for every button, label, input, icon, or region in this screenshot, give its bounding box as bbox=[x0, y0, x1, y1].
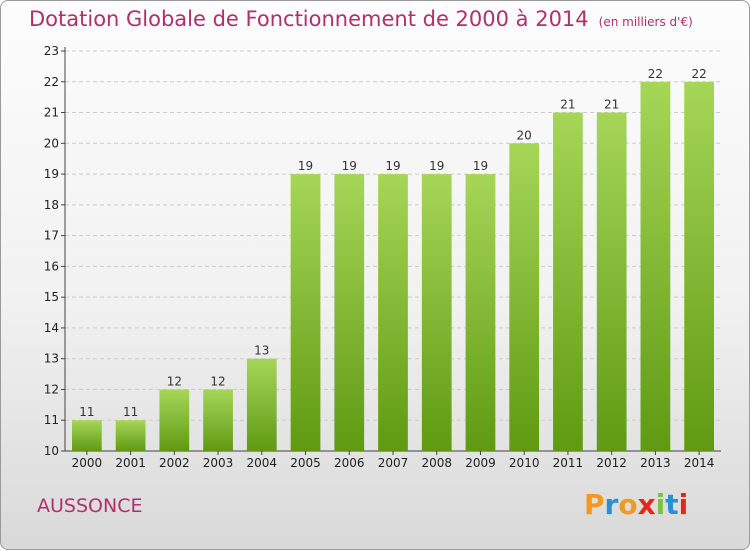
data-label-2012: 21 bbox=[604, 98, 619, 112]
x-tick-label-2005: 2005 bbox=[290, 456, 321, 470]
y-tick-label-19: 19 bbox=[44, 167, 59, 181]
x-tick-label-2014: 2014 bbox=[684, 456, 715, 470]
x-tick-label-2012: 2012 bbox=[596, 456, 627, 470]
logo-letter: i bbox=[655, 488, 666, 521]
y-tick-label-20: 20 bbox=[44, 136, 59, 150]
y-tick-label-15: 15 bbox=[44, 290, 59, 304]
x-tick-label-2006: 2006 bbox=[334, 456, 365, 470]
logo-letter: P bbox=[584, 488, 605, 521]
data-label-2011: 21 bbox=[560, 98, 575, 112]
bar-2007 bbox=[378, 174, 408, 452]
y-tick-label-12: 12 bbox=[44, 382, 59, 396]
x-tick-label-2000: 2000 bbox=[72, 456, 103, 470]
x-tick-label-2001: 2001 bbox=[115, 456, 146, 470]
logo-letter: r bbox=[604, 488, 619, 521]
x-tick-label-2008: 2008 bbox=[421, 456, 452, 470]
x-tick-label-2011: 2011 bbox=[553, 456, 584, 470]
x-tick-label-2007: 2007 bbox=[378, 456, 409, 470]
logo-letter: o bbox=[618, 488, 638, 521]
y-tick-label-11: 11 bbox=[44, 413, 59, 427]
y-tick-label-23: 23 bbox=[44, 44, 59, 58]
tick-labels: 10 11 12 13 14 15 16 17 18 19 20 21 22 23 2000 2001 2002… bbox=[44, 44, 715, 470]
bar-2012 bbox=[596, 112, 627, 452]
data-label-2013: 22 bbox=[648, 67, 663, 81]
data-label-2009: 19 bbox=[473, 159, 488, 173]
data-label-2004: 13 bbox=[254, 344, 269, 358]
title-text: Dotation Globale de Fonctionnement de 20… bbox=[29, 7, 589, 31]
y-tick-label-21: 21 bbox=[44, 106, 59, 120]
bar-2010 bbox=[509, 143, 540, 452]
y-tick-label-17: 17 bbox=[44, 229, 59, 243]
y-tick-label-18: 18 bbox=[44, 198, 59, 212]
x-tick-label-2013: 2013 bbox=[640, 456, 671, 470]
bar-2004 bbox=[246, 358, 277, 451]
proxiti-logo[interactable]: Proxiti bbox=[584, 488, 688, 521]
data-label-2003: 12 bbox=[210, 374, 225, 388]
data-label-2005: 19 bbox=[298, 159, 313, 173]
data-label-2014: 22 bbox=[691, 67, 706, 81]
x-tick-label-2004: 2004 bbox=[247, 456, 278, 470]
x-tick-label-2009: 2009 bbox=[465, 456, 496, 470]
x-tick-label-2010: 2010 bbox=[509, 456, 540, 470]
logo-letter: t bbox=[665, 488, 679, 521]
chart-title: Dotation Globale de Fonctionnement de 20… bbox=[29, 7, 693, 31]
bar-2006 bbox=[334, 174, 365, 452]
y-tick-label-13: 13 bbox=[44, 352, 59, 366]
data-label-2001: 11 bbox=[123, 405, 138, 419]
data-labels: 11 11 12 12 13 19 19 19 19 19 20 21 21 22 22 bbox=[79, 67, 707, 419]
y-tick-label-22: 22 bbox=[44, 75, 59, 89]
data-label-2008: 19 bbox=[429, 159, 444, 173]
x-tick-label-2002: 2002 bbox=[159, 456, 190, 470]
data-label-2000: 11 bbox=[79, 405, 94, 419]
bar-2008 bbox=[421, 174, 452, 452]
bar-2002 bbox=[159, 389, 190, 451]
unit-label: (en milliers d'€) bbox=[598, 15, 693, 29]
bar-2000 bbox=[71, 420, 102, 451]
bar-2005 bbox=[290, 174, 321, 452]
x-tick-label-2003: 2003 bbox=[203, 456, 234, 470]
bar-2011 bbox=[553, 112, 583, 452]
logo-letter: x bbox=[637, 488, 656, 521]
y-tick-label-10: 10 bbox=[44, 444, 59, 458]
place-name: AUSSONCE bbox=[37, 495, 143, 517]
bar-2013 bbox=[640, 81, 671, 452]
data-label-2007: 19 bbox=[385, 159, 400, 173]
logo-letter: i bbox=[678, 488, 689, 521]
data-label-2002: 12 bbox=[167, 374, 182, 388]
bars bbox=[71, 81, 715, 452]
bar-2001 bbox=[115, 420, 146, 451]
data-label-2010: 20 bbox=[517, 128, 532, 142]
bar-2009 bbox=[465, 174, 496, 452]
y-tick-label-14: 14 bbox=[44, 321, 59, 335]
data-label-2006: 19 bbox=[342, 159, 357, 173]
bar-2003 bbox=[203, 389, 233, 451]
bar-2014 bbox=[684, 81, 715, 452]
y-tick-label-16: 16 bbox=[44, 259, 59, 273]
